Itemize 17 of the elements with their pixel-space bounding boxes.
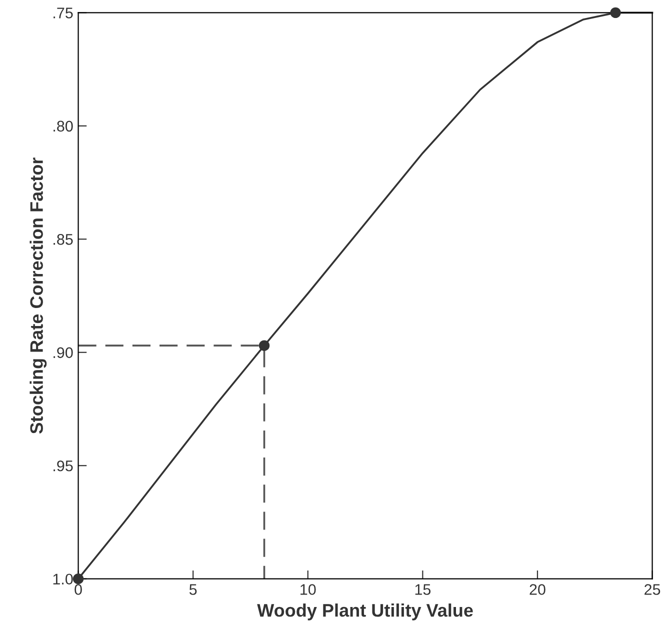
x-tick-label: 25 (644, 584, 660, 595)
x-tick-label: 15 (415, 584, 431, 595)
x-tick-label: 0 (74, 584, 82, 595)
y-axis-title: Stocking Rate Correction Factor (30, 158, 47, 434)
y-tick-label: 1.0 (53, 574, 73, 585)
y-tick-label: .80 (54, 120, 73, 132)
point (610, 7, 621, 18)
y-tick-label: .95 (54, 460, 73, 472)
x-tick-label: 10 (300, 584, 316, 595)
point (258, 340, 270, 351)
y-tick-label: .85 (54, 234, 73, 245)
x-axis-title: Woody Plant Utility Value (257, 604, 473, 620)
y-tick-label: .75 (54, 8, 73, 18)
point (72, 573, 84, 584)
y-tick-label: .90 (54, 347, 73, 358)
x-tick-label: 5 (189, 584, 197, 595)
x-tick-label: 20 (530, 584, 546, 595)
